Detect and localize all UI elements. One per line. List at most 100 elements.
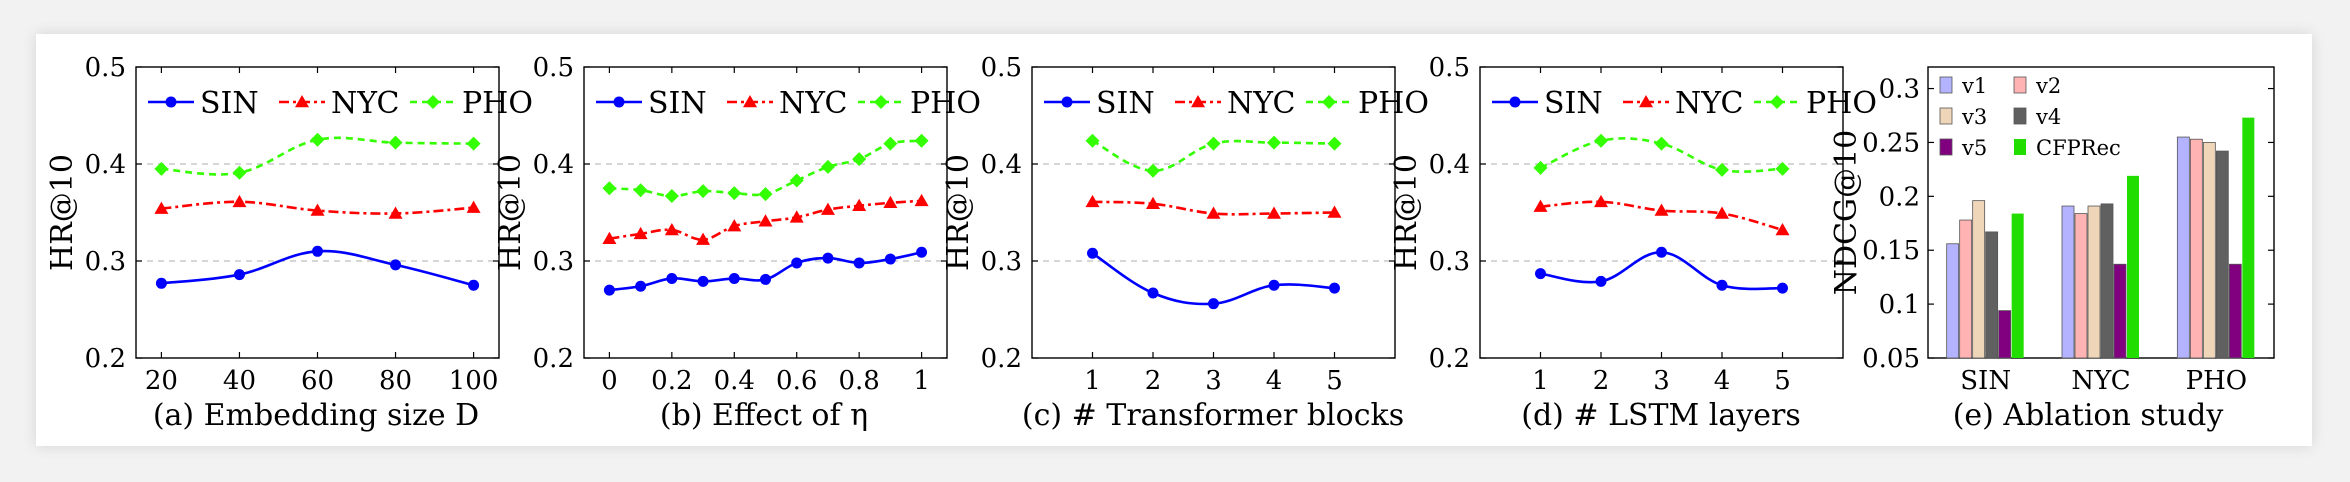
data-point-pho [883, 136, 898, 151]
y-tick-label: 0.4 [981, 150, 1022, 180]
x-tick-label: 5 [1774, 366, 1791, 396]
x-tick-label: NYC [2071, 366, 2130, 396]
legend: SIN NYC PHO [1492, 86, 1877, 121]
data-point-sin [1208, 298, 1219, 310]
y-tick-label: 0.15 [1862, 236, 1920, 266]
data-point-pho [388, 135, 403, 150]
data-point-sin [1777, 282, 1788, 294]
data-point-nyc [1715, 206, 1729, 219]
legend-label-sin: SIN [200, 86, 259, 121]
data-point-nyc [1206, 206, 1221, 219]
legend-marker-nyc [743, 95, 757, 108]
data-point-sin [697, 275, 709, 287]
y-axis-label: HR@10 [45, 154, 80, 271]
y-tick-label: 0.5 [981, 53, 1022, 83]
y-axis-label: HR@10 [1389, 154, 1424, 271]
legend-label-pho: PHO [1358, 86, 1429, 121]
legend-marker-nyc [1191, 95, 1205, 108]
data-point-nyc [1146, 196, 1160, 210]
x-tick-label: 4 [1266, 366, 1283, 396]
data-point-sin [603, 284, 615, 296]
x-tick-label: 1 [1532, 366, 1549, 396]
y-tick-label: 0.5 [533, 53, 574, 83]
legend-label-nyc: NYC [1675, 86, 1743, 121]
data-point-sin [635, 280, 647, 292]
legend: SIN NYC PHO [148, 86, 533, 121]
data-point-sin [468, 279, 480, 291]
data-point-pho [1775, 161, 1790, 176]
x-tick-label: PHO [2186, 366, 2247, 396]
bar-v1-nyc [2061, 205, 2075, 359]
figure: 0.2 0.3 0.4 0.5 20 40 60 80 100 HR@10 SIN NYC PHO (a)… [36, 34, 2312, 446]
data-point-pho [466, 136, 481, 151]
x-tick-label: 0.8 [838, 366, 879, 396]
bar-v3-nyc [2087, 205, 2101, 359]
y-tick-label: 0.2 [1879, 182, 1920, 212]
y-tick-label: 0.1 [1879, 290, 1920, 320]
legend: SIN NYC PHO [1044, 86, 1429, 121]
panel-caption: (d) # LSTM layers [1521, 398, 1800, 433]
y-axis-label: NDCG@10 [1829, 130, 1864, 295]
data-point-sin [1147, 287, 1159, 299]
x-tick-label: 0.2 [651, 366, 692, 396]
data-point-pho [727, 186, 742, 201]
panel-caption: (c) # Transformer blocks [1022, 398, 1404, 433]
data-point-nyc [602, 231, 617, 244]
legend-label-nyc: NYC [1227, 86, 1295, 121]
data-point-sin [1656, 246, 1667, 258]
legend-label-sin: SIN [1096, 86, 1155, 121]
data-point-nyc [310, 203, 325, 216]
x-tick-label: SIN [1960, 366, 2011, 396]
legend-label-v4: v4 [2035, 105, 2061, 129]
legend-marker-sin [1509, 96, 1521, 108]
bar-v5-pho [2228, 263, 2242, 359]
x-tick-label: 3 [1205, 366, 1222, 396]
x-tick-label: 0.4 [714, 366, 755, 396]
series-line-pho [1539, 137, 1783, 173]
data-point-sin [728, 272, 740, 284]
y-tick-label: 0.3 [981, 247, 1022, 277]
data-point-pho [1533, 160, 1548, 175]
data-point-sin [1716, 279, 1728, 291]
axes-frame [583, 66, 948, 359]
legend-swatch-v1 [1939, 76, 1953, 94]
bar-v3-sin [1972, 200, 1986, 359]
data-point-sin [312, 245, 323, 257]
legend-marker-pho [426, 95, 440, 109]
x-tick-label: 1 [1084, 366, 1101, 396]
bar-v2-pho [2189, 138, 2203, 359]
legend-marker-sin [1061, 96, 1073, 108]
data-point-pho [310, 132, 325, 147]
y-tick-label: 0.4 [85, 150, 126, 180]
x-tick-label: 2 [1593, 366, 1610, 396]
x-tick-label: 60 [301, 366, 334, 396]
data-point-nyc [1085, 194, 1100, 208]
legend-label-pho: PHO [1806, 86, 1877, 121]
legend-swatch-v5 [1939, 138, 1953, 156]
data-point-sin [666, 272, 678, 284]
data-point-pho [852, 152, 867, 167]
y-axis-label: HR@10 [493, 154, 528, 271]
series-line-pho [161, 136, 474, 176]
legend-marker-pho [1770, 95, 1784, 109]
data-point-pho [1715, 162, 1729, 177]
data-point-sin [760, 273, 771, 285]
data-point-sin [1087, 247, 1098, 259]
legend-label-v2: v2 [2035, 74, 2061, 98]
data-point-nyc [466, 200, 481, 213]
panel-caption: (e) Ablation study [1953, 398, 2224, 433]
data-point-nyc [914, 193, 929, 207]
legend-swatch-cfprec [2014, 139, 2026, 155]
data-point-nyc [154, 201, 169, 214]
bar-v1-sin [1946, 243, 1960, 359]
x-tick-label: 0.6 [776, 366, 817, 396]
x-tick-label: 40 [223, 366, 256, 396]
legend-marker-pho [874, 95, 888, 109]
data-point-nyc [1267, 206, 1281, 219]
data-point-nyc [232, 194, 247, 208]
data-point-pho [1267, 135, 1281, 150]
data-point-pho [232, 165, 247, 180]
data-point-pho [696, 184, 711, 199]
y-tick-label: 0.25 [1862, 128, 1920, 158]
data-point-nyc [852, 198, 867, 211]
